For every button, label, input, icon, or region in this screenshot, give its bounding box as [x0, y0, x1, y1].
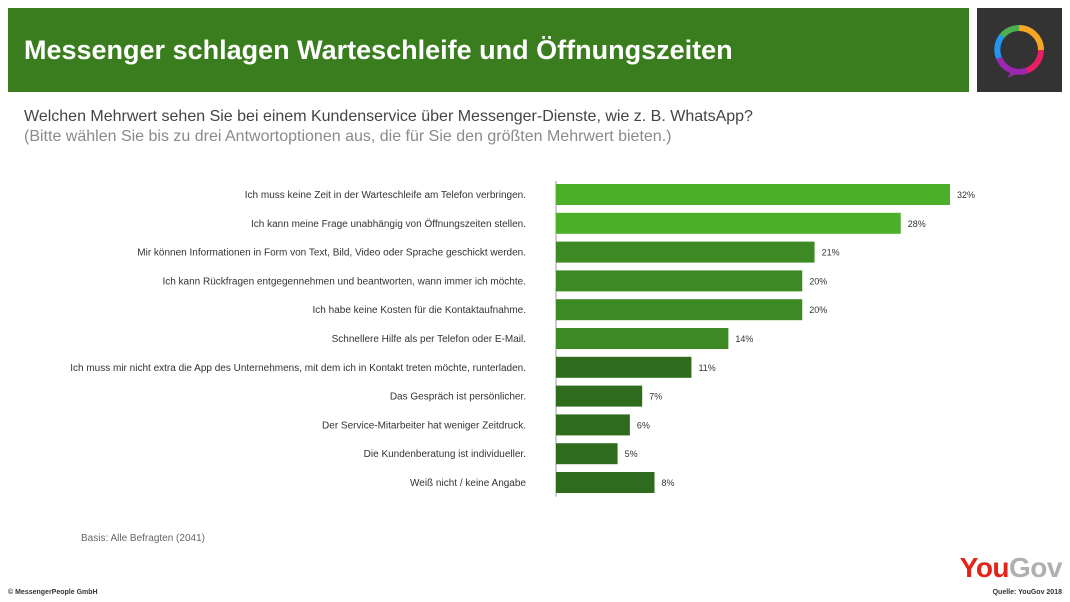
category-label: Ich kann meine Frage unabhängig von Öffn… [251, 218, 526, 230]
ring-logo-icon [994, 24, 1044, 78]
data-label: 8% [662, 478, 675, 488]
data-label: 7% [649, 392, 662, 402]
category-label: Ich habe keine Kosten für die Kontaktauf… [313, 305, 526, 316]
bar [556, 443, 618, 465]
data-label: 6% [637, 420, 650, 430]
category-label: Ich muss mir nicht extra die App des Unt… [70, 363, 526, 374]
bar [556, 356, 692, 378]
category-label: Ich muss keine Zeit in der Warteschleife… [245, 190, 526, 201]
bar [556, 414, 630, 436]
title-banner: Messenger schlagen Warteschleife und Öff… [8, 8, 969, 92]
bar [556, 328, 729, 349]
data-label: 21% [822, 248, 840, 258]
category-label: Ich kann Rückfragen entgegennehmen und b… [162, 276, 526, 287]
category-label: Weiß nicht / keine Angabe [410, 478, 526, 489]
data-label: 14% [735, 334, 753, 344]
bar [556, 472, 655, 493]
data-label: 11% [698, 363, 715, 373]
category-label: Die Kundenberatung ist individueller. [364, 449, 526, 460]
data-label: 20% [809, 305, 827, 315]
yougov-logo: YouGov [959, 552, 1063, 583]
copyright-note: © MessengerPeople GmbH [8, 589, 98, 596]
data-label: 20% [809, 276, 827, 286]
messenger-logo [977, 8, 1062, 92]
category-label: Schnellere Hilfe als per Telefon oder E-… [332, 334, 526, 345]
page-title: Messenger schlagen Warteschleife und Öff… [24, 35, 733, 65]
survey-instruction: (Bitte wählen Sie bis zu drei Antwortopt… [24, 128, 672, 145]
category-label: Mir können Informationen in Form von Tex… [137, 248, 526, 259]
bar [556, 270, 803, 292]
bar [556, 299, 803, 321]
base-note: Basis: Alle Befragten (2041) [81, 533, 205, 544]
source-note: Quelle: YouGov 2018 [992, 589, 1062, 596]
data-label: 5% [625, 449, 638, 459]
bar [556, 212, 901, 234]
bar [556, 385, 643, 407]
category-label: Das Gespräch ist persönlicher. [390, 392, 526, 403]
data-label: 28% [908, 219, 926, 229]
bar [556, 184, 950, 205]
survey-question: Welchen Mehrwert sehen Sie bei einem Kun… [24, 108, 753, 125]
data-label: 32% [957, 190, 975, 200]
category-label: Der Service-Mitarbeiter hat weniger Zeit… [322, 420, 526, 431]
bar [556, 241, 815, 263]
